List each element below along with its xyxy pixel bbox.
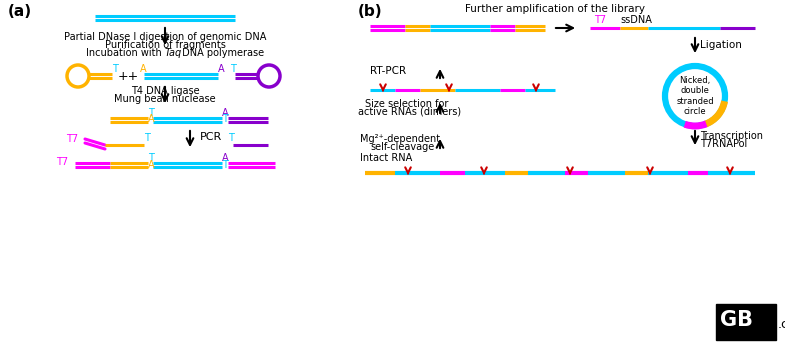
Text: Mg²⁺-dependent: Mg²⁺-dependent	[360, 134, 440, 144]
Text: Size selection for: Size selection for	[365, 99, 448, 109]
Text: A: A	[222, 108, 228, 118]
Text: A: A	[218, 64, 225, 74]
Text: A: A	[140, 64, 147, 74]
Text: Nicked,
double
stranded
circle: Nicked, double stranded circle	[676, 76, 714, 116]
Text: DNA polymerase: DNA polymerase	[179, 48, 264, 58]
Text: T7: T7	[594, 15, 606, 25]
Text: T7: T7	[56, 157, 68, 167]
Text: (a): (a)	[8, 4, 32, 19]
FancyBboxPatch shape	[716, 304, 776, 340]
Text: Incubation with: Incubation with	[86, 48, 165, 58]
Text: A: A	[222, 153, 228, 163]
Text: A: A	[148, 160, 155, 170]
Text: T7: T7	[66, 134, 78, 144]
Text: active RNAs (dimers): active RNAs (dimers)	[358, 107, 461, 117]
Text: T: T	[144, 133, 150, 143]
Text: ssDNA: ssDNA	[620, 15, 652, 25]
Text: Ligation: Ligation	[700, 40, 742, 50]
Text: .c: .c	[778, 317, 785, 331]
Text: T: T	[228, 133, 234, 143]
Text: T: T	[230, 64, 236, 74]
Text: PCR: PCR	[200, 132, 222, 142]
Text: Taq: Taq	[165, 48, 182, 58]
Text: T: T	[148, 108, 154, 118]
Text: (b): (b)	[358, 4, 382, 19]
Text: A: A	[148, 114, 155, 124]
Text: T: T	[148, 153, 154, 163]
Text: RT-PCR: RT-PCR	[370, 66, 406, 76]
Text: T: T	[222, 160, 228, 170]
Text: T: T	[222, 114, 228, 124]
Text: T: T	[112, 64, 118, 74]
Text: GB: GB	[720, 310, 753, 330]
Text: Purification of fragments: Purification of fragments	[104, 40, 225, 50]
Text: ++: ++	[118, 70, 139, 82]
Text: Transcription: Transcription	[700, 131, 763, 141]
Text: T7RNAPol: T7RNAPol	[700, 139, 747, 149]
Text: Intact RNA: Intact RNA	[360, 153, 412, 163]
Text: Partial DNase I digestion of genomic DNA: Partial DNase I digestion of genomic DNA	[64, 32, 266, 42]
Text: T4 DNA ligase: T4 DNA ligase	[130, 86, 199, 96]
Text: Further amplification of the library: Further amplification of the library	[465, 4, 645, 14]
Text: self-cleavage: self-cleavage	[370, 142, 434, 152]
Text: Mung bean nuclease: Mung bean nuclease	[114, 94, 216, 104]
